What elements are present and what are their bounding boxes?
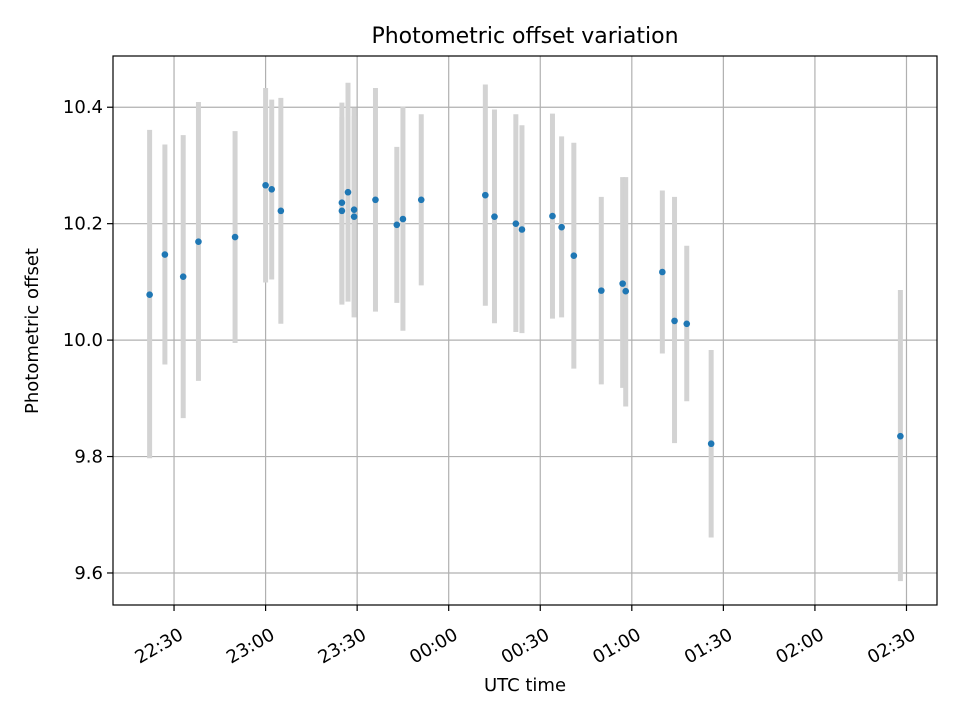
data-point: [372, 196, 379, 204]
data-point: [512, 220, 520, 227]
data-point: [659, 268, 666, 276]
data-point: [338, 199, 346, 207]
x-tick-label: 02:30: [864, 624, 919, 668]
grid-lines: [113, 56, 937, 605]
data-point: [161, 251, 169, 258]
data-point: [344, 188, 352, 196]
data-point: [671, 317, 678, 325]
x-tick-label: 00:00: [406, 624, 461, 668]
data-point: [619, 280, 626, 287]
y-tick-label: 10.4: [63, 97, 103, 118]
data-point: [268, 186, 275, 193]
data-point: [482, 191, 489, 199]
data-point: [399, 215, 407, 223]
data-point: [707, 440, 715, 448]
x-axis-ticks: 22:30 23:00 23:30 00:00 00:30 01:00 01:30 02:00…: [132, 605, 919, 668]
data-point: [897, 432, 904, 440]
data-point: [350, 206, 358, 213]
data-point: [146, 291, 153, 298]
data-point: [179, 273, 187, 280]
data-point: [558, 223, 565, 231]
y-axis-ticks: 9.6 9.8 10.0 10.2 10.4: [63, 97, 113, 584]
y-tick-label: 9.6: [74, 563, 103, 584]
data-point: [350, 213, 358, 220]
error-bars: [147, 82, 903, 582]
data-point: [570, 252, 578, 259]
data-point: [417, 196, 425, 204]
chart-title: Photometric offset variation: [371, 24, 678, 49]
y-tick-label: 10.2: [63, 214, 103, 235]
data-point: [393, 221, 401, 229]
data-point: [683, 320, 691, 328]
y-axis-label: Photometric offset: [22, 248, 43, 414]
data-point: [195, 238, 202, 246]
x-axis-label: UTC time: [484, 675, 566, 696]
x-tick-label: 00:30: [498, 624, 553, 668]
x-tick-label: 23:30: [315, 624, 370, 668]
data-point: [622, 287, 630, 295]
x-tick-label: 23:00: [223, 624, 278, 668]
data-points: [146, 181, 904, 448]
plot-frame: [112, 55, 938, 606]
data-point: [491, 213, 498, 220]
data-point: [262, 181, 269, 189]
x-tick-label: 22:30: [132, 624, 187, 668]
data-point: [518, 226, 526, 233]
data-point: [338, 207, 346, 215]
x-tick-label: 01:00: [589, 624, 644, 668]
data-point: [231, 233, 239, 241]
x-tick-label: 02:00: [772, 624, 827, 668]
data-point: [549, 212, 556, 220]
data-point: [597, 287, 605, 294]
y-tick-label: 9.8: [74, 447, 103, 468]
data-point: [277, 207, 285, 215]
x-tick-label: 01:30: [681, 624, 736, 668]
y-tick-label: 10.0: [63, 330, 103, 351]
